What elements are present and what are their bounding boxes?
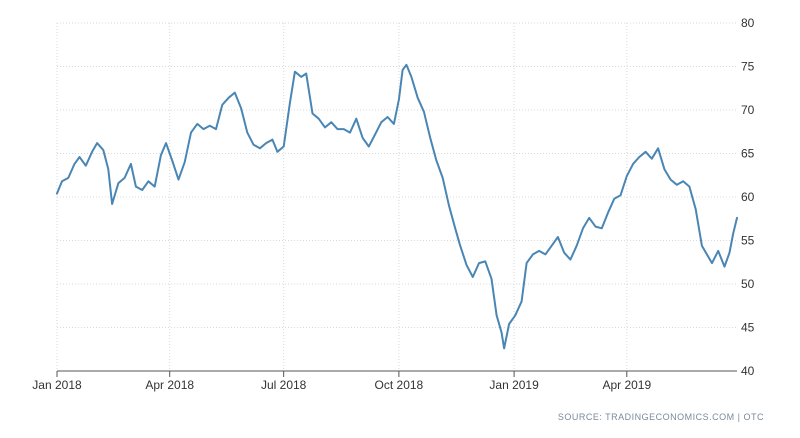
tick-labels: 40 45 50 55 60 65 70 75 80 Jan 2018 Apr 2018 Jul 20… [32,16,754,392]
x-tick-label: Apr 2019 [602,378,651,392]
x-tick-label: Jan 2019 [489,378,539,392]
grid [56,22,737,372]
x-tick-label: Oct 2018 [375,378,424,392]
x-tick-label: Jan 2018 [32,378,82,392]
axes [56,370,737,377]
y-tick-label: 45 [741,321,755,335]
y-tick-label: 40 [741,364,755,378]
series-layer [56,63,738,350]
y-tick-label: 50 [741,277,755,291]
y-tick-label: 75 [741,60,755,74]
series-line [56,63,738,350]
x-tick-label: Jul 2018 [261,378,307,392]
x-tick-label: Apr 2018 [145,378,194,392]
y-tick-label: 55 [741,234,755,248]
y-tick-label: 65 [741,147,755,161]
y-tick-label: 80 [741,16,755,30]
source-note: SOURCE: TRADINGECONOMICS.COM | OTC [557,412,764,422]
y-tick-label: 60 [741,190,755,204]
y-tick-label: 70 [741,103,755,117]
